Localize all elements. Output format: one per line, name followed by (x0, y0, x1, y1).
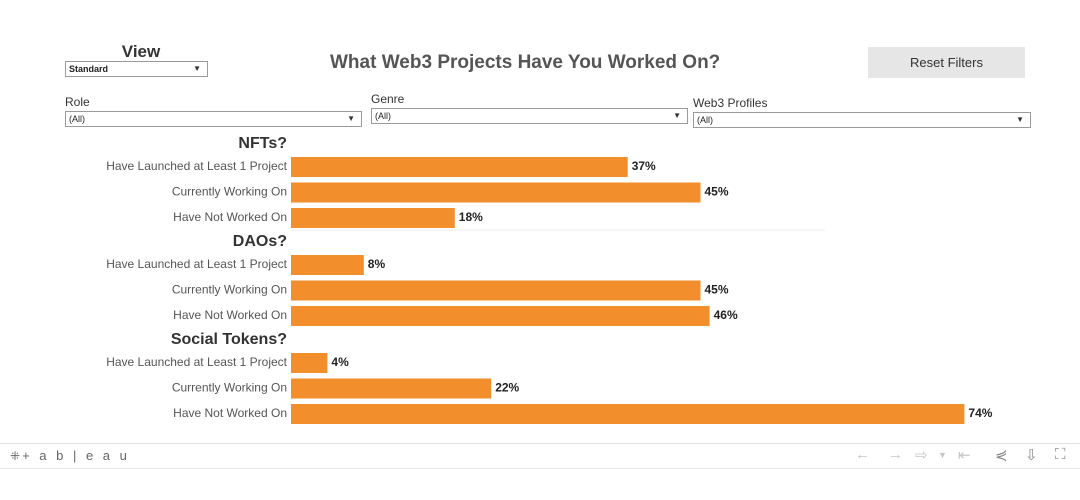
bar[interactable] (291, 353, 328, 373)
data-label: 45% (705, 283, 729, 297)
data-label: 46% (714, 308, 738, 322)
category-label: Have Not Worked On (173, 406, 287, 420)
view-select-value: Standard (69, 64, 109, 74)
data-label: 8% (368, 257, 386, 271)
bar[interactable] (291, 208, 455, 228)
category-label: Have Launched at Least 1 Project (106, 159, 287, 173)
dropdown-icon[interactable]: ▼ (938, 450, 947, 460)
dashboard-title: What Web3 Projects Have You Worked On? (330, 52, 721, 73)
share-icon[interactable]: ⋞ (995, 447, 1008, 464)
data-label: 45% (705, 185, 729, 199)
download-icon[interactable]: ⇩ (1025, 447, 1038, 464)
web3-profiles-filter-select[interactable]: (All) ▼ (693, 112, 1031, 128)
web3-profiles-filter-label: Web3 Profiles (693, 96, 768, 110)
chevron-down-icon: ▼ (1016, 115, 1024, 124)
data-label: 22% (495, 381, 519, 395)
bar[interactable] (291, 306, 710, 326)
revert-icon[interactable]: ⇨ (915, 447, 928, 464)
chevron-down-icon: ▼ (193, 64, 201, 73)
revert-all-icon[interactable]: ⇤ (958, 447, 971, 464)
bar-chart: NFTs? Have Launched at Least 1 Project 37%… (106, 135, 993, 424)
chevron-down-icon: ▼ (673, 111, 681, 120)
category-label: Have Launched at Least 1 Project (106, 355, 287, 369)
group-header: DAOs? (233, 233, 287, 250)
bar[interactable] (291, 182, 701, 203)
data-label: 18% (459, 210, 483, 224)
role-filter-select[interactable]: (All) ▼ (65, 111, 362, 127)
category-label: Currently Working On (172, 381, 287, 395)
role-filter-label: Role (65, 95, 90, 109)
footer-toolbar (0, 443, 1080, 470)
role-filter-value: (All) (69, 114, 85, 124)
genre-filter-select[interactable]: (All) ▼ (371, 108, 688, 124)
data-label: 74% (968, 406, 992, 420)
undo-icon[interactable]: ← (855, 446, 870, 463)
bar[interactable] (291, 378, 492, 399)
view-title: View (121, 42, 161, 61)
view-select[interactable]: Standard ▼ (65, 61, 208, 77)
reset-filters-button[interactable]: Reset Filters (868, 47, 1025, 78)
web3-profiles-filter-value: (All) (697, 115, 713, 125)
category-label: Have Not Worked On (173, 210, 287, 224)
bar[interactable] (291, 255, 364, 275)
category-label: Currently Working On (172, 283, 287, 297)
group-header: NFTs? (238, 135, 287, 152)
group-header: Social Tokens? (171, 331, 287, 348)
tableau-logo-text: + a b | e a u (22, 448, 130, 463)
genre-filter-value: (All) (375, 111, 391, 121)
bar[interactable] (291, 157, 628, 177)
chevron-down-icon: ▼ (347, 114, 355, 123)
redo-icon[interactable]: → (888, 446, 903, 463)
footer-divider (0, 468, 1080, 469)
fullscreen-icon[interactable]: ⛶ (1055, 446, 1066, 463)
category-label: Currently Working On (172, 185, 287, 199)
tableau-logo-icon: ⁜ (10, 449, 21, 463)
data-label: 4% (331, 355, 349, 369)
genre-filter-label: Genre (371, 92, 405, 106)
category-label: Have Not Worked On (173, 308, 287, 322)
data-label: 37% (632, 159, 656, 173)
category-label: Have Launched at Least 1 Project (106, 257, 287, 271)
bar[interactable] (291, 280, 701, 301)
tableau-logo[interactable]: ⁜ + a b | e a u (10, 448, 130, 463)
bar[interactable] (291, 404, 965, 424)
